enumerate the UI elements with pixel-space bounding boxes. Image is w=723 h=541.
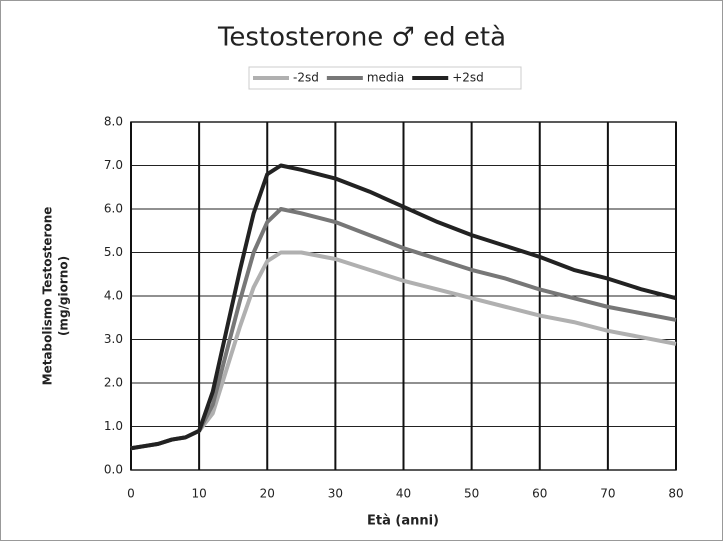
legend-box xyxy=(248,66,522,90)
x-tick-label: 20 xyxy=(260,487,275,501)
x-tick-label: 70 xyxy=(600,487,615,501)
y-tick-label: 0.0 xyxy=(104,463,123,477)
y-tick-label: 4.0 xyxy=(104,289,123,303)
line xyxy=(130,163,677,451)
x-axis-label: Età (anni) xyxy=(367,514,439,529)
x-tick-label: 10 xyxy=(191,487,206,501)
x-tick-label: 60 xyxy=(532,487,547,501)
x-tick-label: 0 xyxy=(127,487,135,501)
y-axis-label-line: Metabolismo Testosterone xyxy=(41,207,55,386)
y-tick-label: 1.0 xyxy=(104,419,123,433)
y-tick-label: 2.0 xyxy=(104,376,123,390)
chart-title: Testosterone ♂ ed età xyxy=(217,23,506,53)
y-tick-label: 5.0 xyxy=(104,245,123,259)
x-tick-label: 30 xyxy=(328,487,343,501)
y-tick-label: 7.0 xyxy=(104,158,123,172)
y-tick-label: 6.0 xyxy=(104,202,123,216)
y-tick-label: 8.0 xyxy=(104,115,123,129)
y-tick-label: 3.0 xyxy=(104,332,123,346)
y-axis-label-line: (mg/giorno) xyxy=(57,256,71,336)
legend-label: +2sd xyxy=(452,71,484,85)
y-axis-label: Metabolismo Testosterone (mg/giorno) xyxy=(41,207,71,386)
legend-label: -2sd xyxy=(293,71,319,85)
x-tick-label: 80 xyxy=(668,487,683,501)
legend-label: media xyxy=(367,71,404,85)
x-tick-label: 40 xyxy=(396,487,411,501)
x-tick-label: 50 xyxy=(464,487,479,501)
